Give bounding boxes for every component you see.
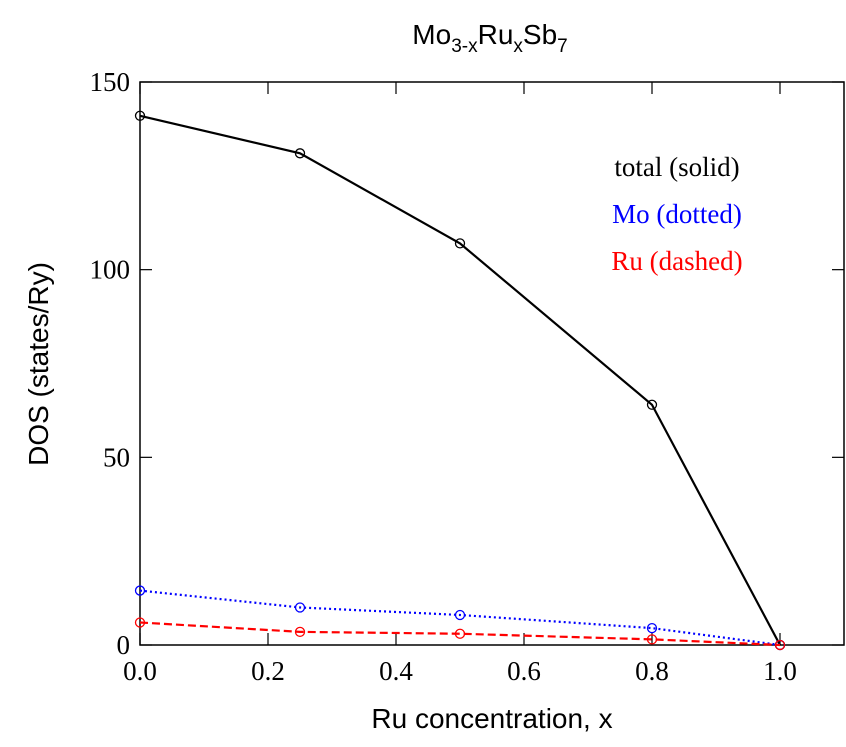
marker: [134, 617, 146, 628]
marker: [294, 148, 306, 159]
series-line: [139, 589, 781, 647]
series-line: [139, 114, 781, 646]
marker: [454, 238, 466, 249]
y-tick-label: 50: [103, 442, 130, 472]
marker: [646, 622, 658, 634]
x-axis-label: Ru concentration, x: [371, 703, 612, 734]
legend-entry: total (solid): [614, 152, 739, 182]
title-text: Ru: [478, 19, 514, 50]
marker: [646, 399, 658, 410]
y-tick-label: 150: [90, 67, 131, 97]
title-subscript: x: [513, 36, 523, 57]
marker: [454, 628, 466, 639]
legend-entry: Ru (dashed): [611, 246, 742, 276]
x-tick-label: 0.4: [379, 656, 413, 686]
series-line: [139, 621, 781, 647]
x-tick-label: 0.6: [507, 656, 541, 686]
y-axis-label: DOS (states/Ry): [23, 262, 54, 466]
title-subscript: 3-x: [451, 36, 478, 57]
marker: [646, 634, 658, 645]
marker: [294, 626, 306, 638]
title-text: Mo: [412, 19, 451, 50]
y-tick-label: 0: [117, 630, 131, 660]
chart-title: Mo3-xRuxSb7: [412, 19, 567, 57]
x-tick-label: 1.0: [763, 656, 797, 686]
marker: [134, 110, 146, 121]
x-tick-label: 0.0: [123, 656, 157, 686]
legend-entry: Mo (dotted): [612, 199, 742, 229]
title-subscript: 7: [557, 36, 568, 57]
x-tick-label: 0.8: [635, 656, 669, 686]
marker: [774, 639, 786, 651]
marker: [454, 609, 466, 621]
plot-frame: [139, 81, 845, 646]
y-tick-label: 100: [90, 255, 131, 285]
x-tick-label: 0.2: [251, 656, 285, 686]
title-text: Sb: [523, 19, 557, 50]
marker: [294, 602, 306, 613]
marker: [134, 585, 146, 596]
